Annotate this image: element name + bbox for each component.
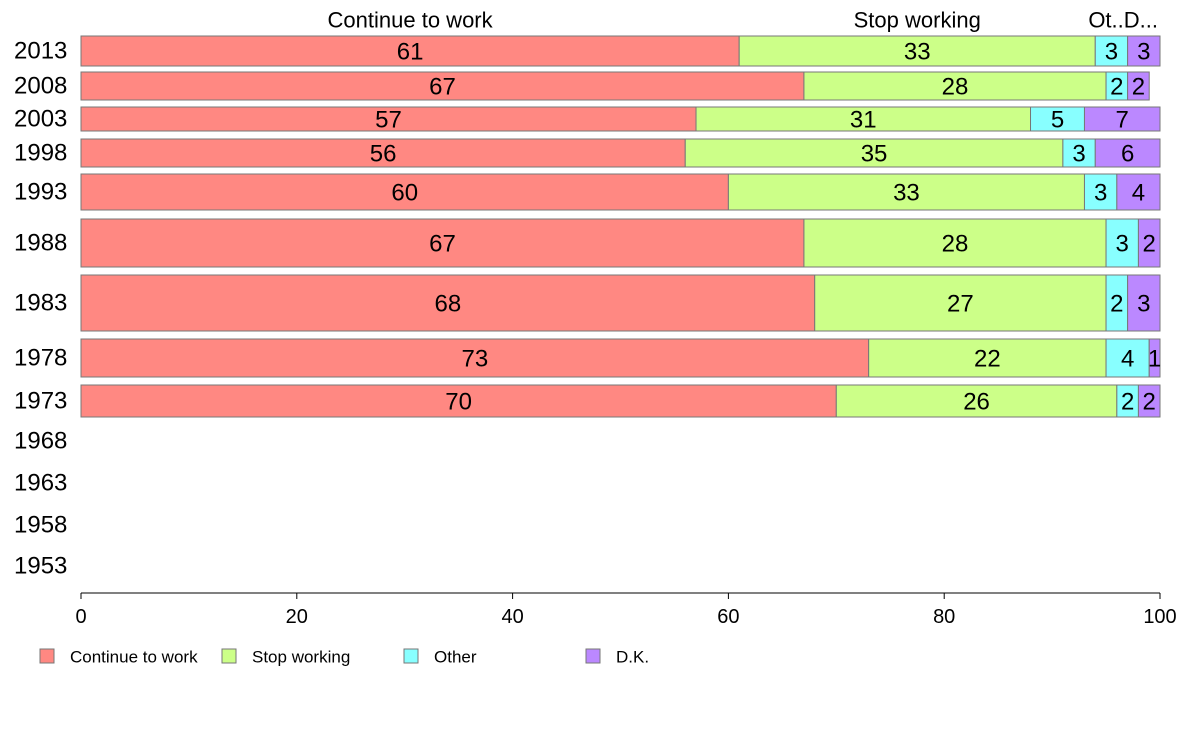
data-label-other-1993: 3 (1094, 180, 1107, 207)
data-label-d-k-1988: 2 (1143, 231, 1156, 258)
data-label-d-k-1973: 2 (1143, 389, 1156, 416)
data-label-continue-to-work-1993: 60 (391, 180, 418, 207)
top-label-stop-working: Stop working (854, 8, 981, 33)
y-tick-label-2008: 2008 (14, 73, 67, 100)
legend-swatch-other (403, 648, 419, 664)
bar-other-2003 (1030, 106, 1085, 132)
data-label-other-2013: 3 (1105, 39, 1118, 66)
data-label-continue-to-work-2003: 57 (375, 107, 402, 134)
legend-swatch-stop-working (221, 648, 237, 664)
legend-label-d-k: D.K. (616, 648, 649, 667)
bar-stop-working-2003 (695, 106, 1032, 132)
data-label-other-1998: 3 (1072, 141, 1085, 168)
bar-d-k-2008 (1127, 71, 1150, 101)
bar-d-k-1993 (1116, 173, 1161, 211)
bar-stop-working-1983 (814, 274, 1107, 332)
data-label-stop-working-1993: 33 (893, 180, 920, 207)
x-tick-label-80: 80 (933, 606, 955, 628)
y-tick-label-1983: 1983 (14, 290, 67, 317)
data-label-stop-working-1998: 35 (861, 141, 888, 168)
bar-other-1998 (1062, 138, 1096, 168)
bar-continue-to-work-2008 (80, 71, 805, 101)
bar-stop-working-2008 (803, 71, 1107, 101)
data-label-other-2003: 5 (1051, 107, 1064, 134)
y-tick-label-1998: 1998 (14, 140, 67, 167)
data-label-stop-working-1973: 26 (963, 389, 990, 416)
data-label-continue-to-work-2013: 61 (397, 39, 424, 66)
data-label-stop-working-1983: 27 (947, 291, 974, 318)
data-label-d-k-2008: 2 (1132, 74, 1145, 101)
data-label-d-k-1983: 3 (1137, 291, 1150, 318)
data-label-d-k-1998: 6 (1121, 141, 1134, 168)
data-label-continue-to-work-1978: 73 (461, 346, 488, 373)
data-label-continue-to-work-1983: 68 (435, 291, 462, 318)
data-label-stop-working-2003: 31 (850, 107, 877, 134)
data-label-other-2008: 2 (1110, 74, 1123, 101)
bar-d-k-1998 (1094, 138, 1161, 168)
bar-other-1993 (1083, 173, 1118, 211)
x-tick-label-0: 0 (75, 606, 86, 628)
bar-d-k-2013 (1127, 35, 1161, 67)
data-label-continue-to-work-1998: 56 (370, 141, 397, 168)
legend-label-continue-to-work: Continue to work (70, 648, 198, 667)
data-label-stop-working-1988: 28 (942, 231, 969, 258)
y-tick-label-1953: 1953 (14, 553, 67, 580)
legend: Continue to work Stop working Other D.K. (39, 648, 649, 667)
y-tick-label-1973: 1973 (14, 388, 67, 415)
top-labels: Continue to work Stop working Ot..D... (328, 8, 1158, 33)
y-tick-label-1963: 1963 (14, 470, 67, 497)
bar-stop-working-2013 (738, 35, 1096, 67)
bar-continue-to-work-1983 (80, 274, 816, 332)
bar-continue-to-work-1998 (80, 138, 686, 168)
y-tick-label-1978: 1978 (14, 345, 67, 372)
x-tick-label-100: 100 (1143, 606, 1176, 628)
data-label-continue-to-work-1973: 70 (445, 389, 472, 416)
data-label-other-1978: 4 (1121, 346, 1134, 373)
bar-d-k-1973 (1137, 384, 1161, 418)
legend-swatch-d-k (585, 648, 601, 664)
data-label-stop-working-2013: 33 (904, 39, 931, 66)
bar-continue-to-work-2013 (80, 35, 740, 67)
y-tick-label-2003: 2003 (14, 106, 67, 133)
data-label-d-k-2013: 3 (1137, 39, 1150, 66)
data-label-stop-working-1978: 22 (974, 346, 1001, 373)
x-tick-label-40: 40 (501, 606, 523, 628)
data-label-other-1988: 3 (1116, 231, 1129, 258)
top-label-continue-to-work: Continue to work (328, 8, 494, 33)
data-label-other-1983: 2 (1110, 291, 1123, 318)
y-tick-label-1993: 1993 (14, 179, 67, 206)
y-tick-label-2013: 2013 (14, 38, 67, 65)
top-label-ot-d: Ot..D... (1088, 8, 1158, 33)
bar-stop-working-1998 (684, 138, 1064, 168)
bar-d-k-1983 (1127, 274, 1161, 332)
x-tick-label-20: 20 (286, 606, 308, 628)
y-tick-label-1968: 1968 (14, 428, 67, 455)
data-label-other-1973: 2 (1121, 389, 1134, 416)
bar-other-2013 (1094, 35, 1129, 67)
y-tick-label-1958: 1958 (14, 512, 67, 539)
y-tick-label-1988: 1988 (14, 230, 67, 257)
data-label-d-k-1978: 1 (1148, 346, 1161, 373)
data-label-stop-working-2008: 28 (942, 74, 969, 101)
bars: 61 33 3 367 28 2 257 31 5 756 35 3 660 33 3 467 28 3 268 27… (80, 35, 1161, 418)
x-axis: 0 20 40 60 80 100 (75, 592, 1177, 628)
bar-d-k-1978 (1148, 338, 1161, 378)
data-label-d-k-1993: 4 (1132, 180, 1145, 207)
data-label-d-k-2003: 7 (1116, 107, 1129, 134)
legend-label-other: Other (434, 648, 477, 667)
legend-swatch-continue-to-work (39, 648, 55, 664)
bar-stop-working-1978 (868, 338, 1107, 378)
bar-other-1978 (1105, 338, 1150, 378)
bar-continue-to-work-1973 (80, 384, 837, 418)
bar-d-k-2003 (1083, 106, 1161, 132)
y-axis-labels: 2013 2008 2003 1998 1993 1988 1983 1978 1973 1968… (14, 38, 67, 580)
data-label-continue-to-work-1988: 67 (429, 231, 456, 258)
bar-d-k-1988 (1137, 218, 1161, 268)
bar-continue-to-work-2003 (80, 106, 697, 132)
legend-label-stop-working: Stop working (252, 648, 350, 667)
data-label-continue-to-work-2008: 67 (429, 74, 456, 101)
x-tick-label-60: 60 (717, 606, 739, 628)
